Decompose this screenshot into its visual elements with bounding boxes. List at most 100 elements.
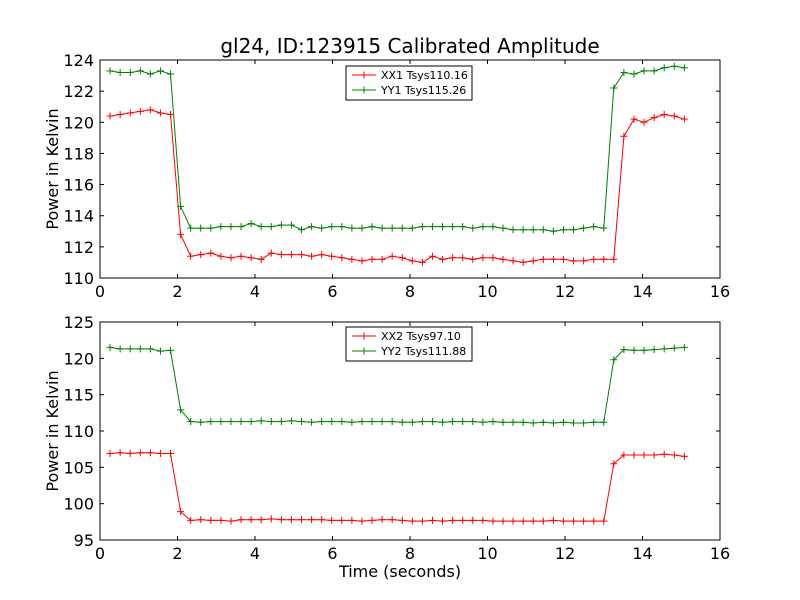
data-point [257,417,265,425]
data-point [368,418,376,426]
data-point [156,109,164,117]
data-point [640,346,648,354]
x-tick-label: 8 [405,282,415,301]
data-point [106,343,114,351]
data-point [308,223,316,231]
data-point [499,517,507,525]
data-point [559,517,567,525]
data-point [247,254,255,262]
data-point [549,227,557,235]
legend-item: YY1 Tsys115.26 [352,84,466,97]
data-point [126,450,134,458]
data-point [590,223,598,231]
data-point [267,223,275,231]
legend-label: YY2 Tsys111.88 [380,345,466,358]
y-tick-label: 118 [63,144,94,163]
data-point [328,223,336,231]
data-point [559,255,567,263]
y-tick-label: 120 [63,349,94,368]
data-point [469,224,477,232]
data-point [630,70,638,78]
data-point [489,254,497,262]
y-tick-label: 116 [63,176,94,195]
data-point [237,252,245,260]
data-point [408,418,416,426]
x-tick-label: 10 [477,282,497,301]
data-point [217,418,225,426]
data-point [287,221,295,229]
data-point [167,346,175,354]
data-point [177,406,185,414]
series-2 [106,62,688,235]
data-point [590,517,598,525]
x-tick-label: 14 [632,282,652,301]
data-point [499,224,507,232]
data-point [398,254,406,262]
data-point [479,223,487,231]
data-point [267,249,275,257]
data-point [167,111,175,118]
data-point [559,418,567,426]
data-point [207,418,215,426]
y-tick-label: 112 [63,238,94,257]
data-point [539,517,547,525]
y-tick-label: 95 [74,531,94,550]
x-tick-label: 0 [95,544,105,563]
data-point [368,516,376,524]
data-point [640,118,648,126]
data-point [469,255,477,263]
series-2 [106,343,688,427]
x-tick-label: 4 [250,282,260,301]
data-point [630,346,638,354]
data-point [116,449,124,457]
data-point [519,258,527,266]
data-point [287,516,295,524]
data-point [439,418,447,426]
data-point [247,220,255,227]
data-point [650,67,658,75]
data-point [479,254,487,262]
data-point [227,517,235,525]
x-tick-label: 2 [172,282,182,301]
data-point [358,418,366,426]
data-point [207,249,215,257]
data-point [358,517,366,525]
data-point [418,258,426,266]
data-point [519,517,527,525]
plot-1: 0 2 4 6 8 10 12 14 16 110 112 114 116 118 120 122 124 Pow… [43,51,730,301]
data-point [197,516,205,524]
data-point [449,223,457,231]
data-point [126,68,134,76]
data-point [630,451,638,459]
data-point [570,517,578,525]
data-point [670,62,678,70]
data-point [298,251,305,259]
data-point [217,252,225,260]
data-point [287,251,295,259]
data-point [197,418,205,426]
data-point [237,418,245,426]
data-point [328,516,336,524]
legend-marker [360,347,368,355]
data-point [388,252,396,260]
data-point [439,517,447,525]
data-point [509,418,517,426]
x-tick-label: 10 [477,544,497,563]
data-point [227,223,235,231]
data-point [318,251,326,259]
data-point [338,254,346,262]
data-point [318,516,326,524]
data-point [146,449,154,457]
data-point [257,516,265,524]
data-point [680,343,688,351]
data-point [177,508,185,516]
legend-marker [360,86,368,94]
data-point [650,346,658,354]
x-tick-label: 12 [555,282,575,301]
plots: 0 2 4 6 8 10 12 14 16110112114116118120122124Pow… [43,51,730,581]
data-point [298,418,305,426]
legend-box [345,65,473,101]
data-point [449,516,457,524]
data-point [177,202,185,210]
